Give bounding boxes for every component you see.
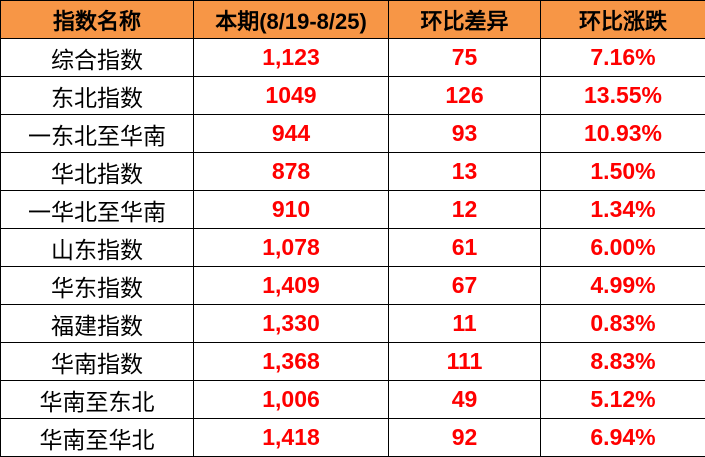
wow-diff-cell: 75 bbox=[388, 38, 541, 77]
index-name-cell: 山东指数 bbox=[0, 228, 194, 267]
wow-diff-cell: 111 bbox=[388, 342, 541, 381]
index-name-cell: 综合指数 bbox=[0, 38, 194, 77]
header-wow-diff: 环比差异 bbox=[388, 0, 541, 39]
table-row: 华南至华北 1,418 92 6.94% bbox=[0, 418, 705, 457]
table-row: 综合指数 1,123 75 7.16% bbox=[0, 38, 705, 77]
table-row: 华南至东北 1,006 49 5.12% bbox=[0, 380, 705, 419]
current-value-cell: 1,006 bbox=[193, 380, 389, 419]
wow-change-cell: 5.12% bbox=[540, 380, 705, 419]
index-name-cell: 福建指数 bbox=[0, 304, 194, 343]
wow-diff-cell: 11 bbox=[388, 304, 541, 343]
table-row: 东北指数 1049 126 13.55% bbox=[0, 76, 705, 115]
index-name-cell: 华东指数 bbox=[0, 266, 194, 305]
header-row: 指数名称 本期(8/19-8/25) 环比差异 环比涨跌 bbox=[0, 0, 705, 39]
wow-change-cell: 4.99% bbox=[540, 266, 705, 305]
current-value-cell: 910 bbox=[193, 190, 389, 229]
current-value-cell: 1,368 bbox=[193, 342, 389, 381]
index-name-cell: 华南指数 bbox=[0, 342, 194, 381]
wow-diff-cell: 126 bbox=[388, 76, 541, 115]
table-row: 华南指数 1,368 111 8.83% bbox=[0, 342, 705, 381]
wow-change-cell: 1.50% bbox=[540, 152, 705, 191]
wow-diff-cell: 92 bbox=[388, 418, 541, 457]
table-row: 福建指数 1,330 11 0.83% bbox=[0, 304, 705, 343]
index-name-cell: 一华北至华南 bbox=[0, 190, 194, 229]
wow-change-cell: 6.94% bbox=[540, 418, 705, 457]
table-row: 一东北至华南 944 93 10.93% bbox=[0, 114, 705, 153]
index-name-cell: 华南至东北 bbox=[0, 380, 194, 419]
current-value-cell: 944 bbox=[193, 114, 389, 153]
wow-change-cell: 7.16% bbox=[540, 38, 705, 77]
wow-diff-cell: 13 bbox=[388, 152, 541, 191]
current-value-cell: 1,123 bbox=[193, 38, 389, 77]
index-name-cell: 东北指数 bbox=[0, 76, 194, 115]
wow-change-cell: 0.83% bbox=[540, 304, 705, 343]
wow-change-cell: 1.34% bbox=[540, 190, 705, 229]
index-name-cell: 一东北至华南 bbox=[0, 114, 194, 153]
wow-diff-cell: 49 bbox=[388, 380, 541, 419]
header-current-period: 本期(8/19-8/25) bbox=[193, 0, 389, 39]
header-index-name: 指数名称 bbox=[0, 0, 194, 39]
current-value-cell: 878 bbox=[193, 152, 389, 191]
wow-change-cell: 6.00% bbox=[540, 228, 705, 267]
index-name-cell: 华北指数 bbox=[0, 152, 194, 191]
wow-change-cell: 13.55% bbox=[540, 76, 705, 115]
index-name-cell: 华南至华北 bbox=[0, 418, 194, 457]
current-value-cell: 1,078 bbox=[193, 228, 389, 267]
current-value-cell: 1,418 bbox=[193, 418, 389, 457]
wow-change-cell: 8.83% bbox=[540, 342, 705, 381]
table-row: 山东指数 1,078 61 6.00% bbox=[0, 228, 705, 267]
current-value-cell: 1049 bbox=[193, 76, 389, 115]
wow-diff-cell: 67 bbox=[388, 266, 541, 305]
header-wow-change: 环比涨跌 bbox=[540, 0, 705, 39]
current-value-cell: 1,409 bbox=[193, 266, 389, 305]
wow-change-cell: 10.93% bbox=[540, 114, 705, 153]
wow-diff-cell: 12 bbox=[388, 190, 541, 229]
current-value-cell: 1,330 bbox=[193, 304, 389, 343]
wow-diff-cell: 93 bbox=[388, 114, 541, 153]
table-row: 华北指数 878 13 1.50% bbox=[0, 152, 705, 191]
table-row: 一华北至华南 910 12 1.34% bbox=[0, 190, 705, 229]
table-row: 华东指数 1,409 67 4.99% bbox=[0, 266, 705, 305]
wow-diff-cell: 61 bbox=[388, 228, 541, 267]
